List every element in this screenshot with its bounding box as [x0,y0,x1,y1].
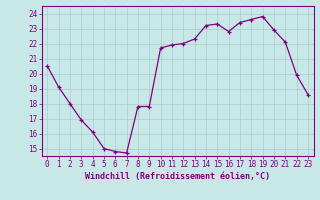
X-axis label: Windchill (Refroidissement éolien,°C): Windchill (Refroidissement éolien,°C) [85,172,270,181]
